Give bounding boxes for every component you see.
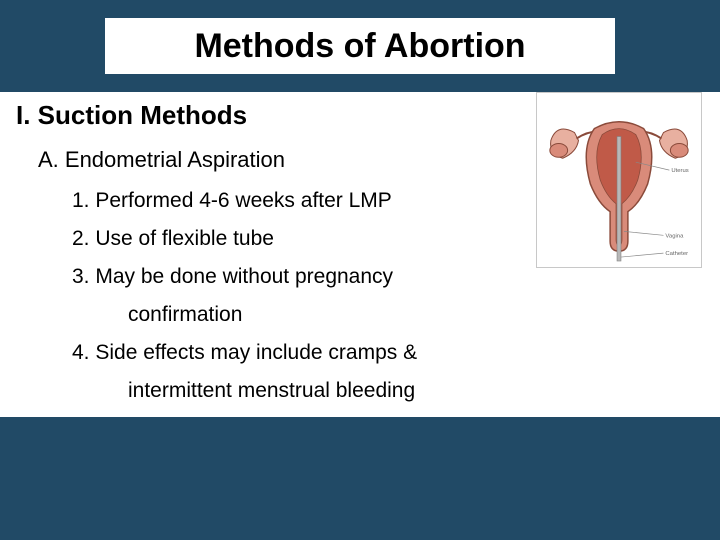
- diagram-label: Vagina: [665, 233, 684, 239]
- list-item-continuation: intermittent menstrual bleeding: [0, 365, 720, 403]
- list-item-continuation: confirmation: [0, 289, 720, 327]
- title-box: Methods of Abortion: [105, 18, 615, 74]
- slide-title: Methods of Abortion: [194, 27, 525, 66]
- uterus-illustration-icon: Uterus Vagina Catheter: [537, 93, 701, 267]
- diagram-label: Catheter: [665, 251, 688, 257]
- slide: Methods of Abortion I. Suction Methods A…: [0, 0, 720, 540]
- diagram-label: Uterus: [671, 168, 688, 174]
- list-item: 4. Side effects may include cramps &: [0, 327, 720, 365]
- anatomy-diagram: Uterus Vagina Catheter: [536, 92, 702, 268]
